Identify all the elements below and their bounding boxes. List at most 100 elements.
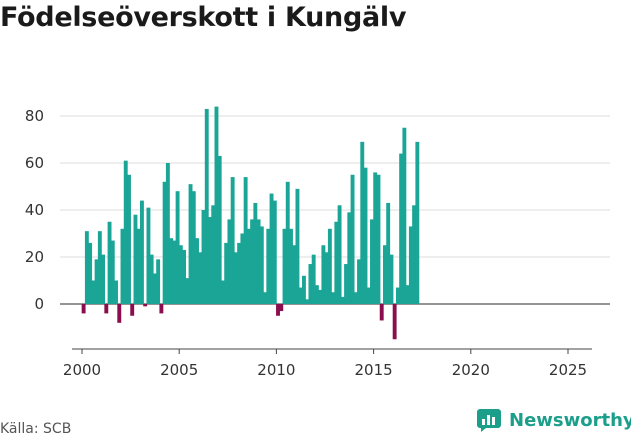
newsworthy-brand-text: Newsworthy [509,409,631,431]
bar [279,304,284,312]
bar [130,304,135,316]
bar [104,304,109,314]
y-tick-label: 40 [25,201,44,219]
y-tick-label: 0 [34,295,44,313]
bar [201,210,206,304]
bar [149,254,154,304]
bar [386,202,391,304]
y-tick-label: 20 [25,248,44,266]
bar [395,287,400,304]
bar [172,240,177,304]
bar [302,275,306,304]
bar [276,304,280,316]
bar [165,163,170,304]
bar [373,172,378,304]
bar [292,245,297,304]
bar [266,228,271,304]
y-tick-label: 80 [25,107,44,125]
bar [337,205,342,304]
bar [321,245,326,304]
newsworthy-logo: Newsworthy [476,407,631,433]
bars [81,106,420,340]
bar [182,249,187,304]
bar [211,205,216,304]
bar [230,177,235,304]
bar [195,238,199,304]
bar [110,240,115,304]
bar [136,228,141,304]
bar [214,106,219,304]
bar [324,252,329,304]
x-tick-label: 2025 [549,361,587,379]
bar [240,233,245,304]
bar [405,285,410,304]
bar [360,141,365,304]
bar [117,304,122,323]
bar [412,205,417,304]
bar [175,191,180,304]
bar [289,228,293,304]
x-tick-label: 2005 [160,361,198,379]
x-tick-label: 2020 [452,361,490,379]
bar [169,238,174,304]
bar [91,280,96,304]
bar [253,202,258,304]
bar [350,174,355,304]
bar [208,217,212,304]
bar [94,259,99,304]
bar [227,219,232,304]
bar [243,177,248,304]
bar [220,280,225,304]
bar [357,259,361,304]
bar [217,155,222,304]
bar [389,254,394,304]
bar [408,226,413,304]
bar [415,141,420,304]
x-axis: 2000 2005 2010 2015 2020 2025 [63,348,592,379]
chart-title: Födelseöverskott i Kungälv [0,2,407,33]
bar [159,304,164,314]
bar [282,228,287,304]
bar [97,231,102,304]
bar [379,304,384,321]
bar [188,184,193,304]
bar [256,219,261,304]
bar [162,181,167,304]
newsworthy-logo-icon [477,409,501,432]
x-tick-label: 2015 [355,361,393,379]
bar [114,280,118,304]
bar [305,299,310,304]
source-label: Källa: SCB [0,421,72,437]
bar [366,287,371,304]
bar [233,252,238,304]
bar [263,292,268,304]
bar [133,214,138,304]
bar [185,278,190,304]
bar [84,231,89,304]
bar [318,289,323,304]
bar [314,285,319,304]
y-axis-tick-labels: 0 20 40 60 80 [25,107,44,313]
bar [152,273,157,304]
bar [143,304,148,307]
bar [237,242,242,304]
bar [363,167,368,304]
bar [331,292,336,304]
bar [191,191,196,304]
bar [259,226,264,304]
bar [272,200,277,304]
bar [376,174,381,304]
bar [344,264,348,304]
bar [156,259,161,304]
bar [146,207,151,304]
bar [178,245,183,304]
bar [392,304,397,340]
bar [250,219,255,304]
bar [334,221,339,304]
bar [139,200,144,304]
bar [269,193,274,304]
bar [198,252,203,304]
x-tick-label: 2010 [257,361,295,379]
bar [382,245,387,304]
bar [295,188,300,304]
